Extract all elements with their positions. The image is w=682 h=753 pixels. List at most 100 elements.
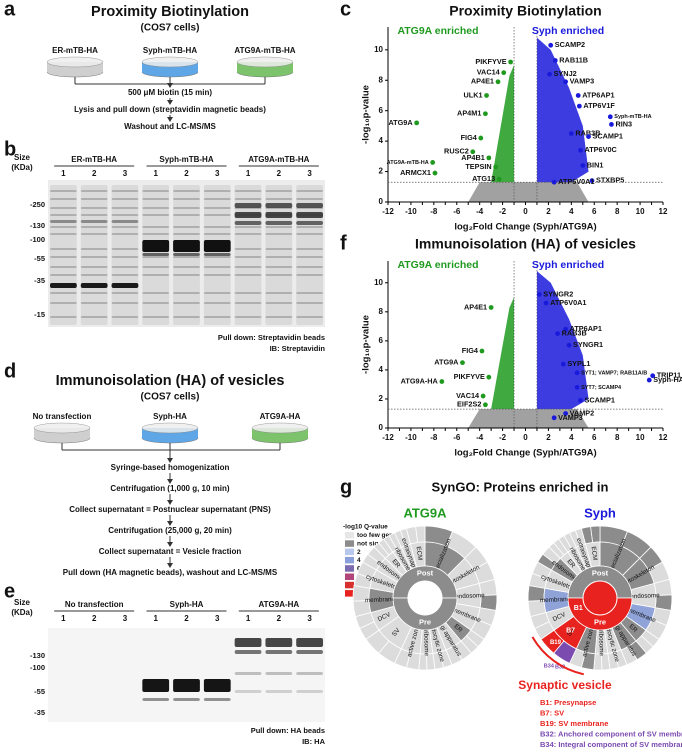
branch-legend: B34: Integral component of SV membrane xyxy=(540,740,682,749)
point-label: VAC14 xyxy=(477,68,501,77)
point xyxy=(578,147,583,153)
point xyxy=(414,120,420,126)
band xyxy=(142,240,170,252)
band xyxy=(142,256,170,258)
sector-label: ER xyxy=(452,623,464,634)
y-tick-label: 10 xyxy=(374,278,383,287)
point xyxy=(480,393,486,399)
sector-label: ER xyxy=(390,558,401,570)
legend-swatch xyxy=(345,581,354,589)
band xyxy=(80,256,108,258)
point xyxy=(432,170,438,176)
band xyxy=(80,266,108,268)
point xyxy=(439,379,445,384)
sector-label: ribosome xyxy=(422,630,430,657)
band xyxy=(173,256,200,258)
panel-title: SynGO: Proteins enriched in xyxy=(432,479,609,494)
band xyxy=(234,672,262,675)
band xyxy=(203,190,231,192)
protocol-step: Collect supernatant = Postnuclear supern… xyxy=(69,505,271,514)
branch-label: B32 xyxy=(555,665,565,671)
point-label: ATG13 xyxy=(472,174,495,183)
band xyxy=(265,266,293,268)
band xyxy=(296,198,323,200)
protocol-step: Lysis and pull down (streptavidin magnet… xyxy=(74,105,266,114)
group-label: ATG9A-HA xyxy=(258,600,299,609)
point xyxy=(482,111,488,117)
band xyxy=(111,198,139,200)
point-label: PIKFYVE xyxy=(475,57,506,66)
band xyxy=(80,214,108,216)
point-label: VAC14 xyxy=(456,391,480,400)
legend-title: -log10 Q-value xyxy=(343,524,388,531)
band xyxy=(296,672,323,675)
lane-label: 2 xyxy=(184,169,189,178)
point xyxy=(552,58,558,63)
band xyxy=(80,233,108,235)
dish-label: Syph-mTB-HA xyxy=(143,46,197,55)
point xyxy=(488,305,494,310)
branch-label: B1 xyxy=(574,605,583,612)
point xyxy=(574,370,580,376)
point xyxy=(551,415,557,421)
band xyxy=(111,316,139,318)
point-label: RAB11B xyxy=(559,55,588,64)
branch-legend: B32: Anchored component of SV membrane xyxy=(540,729,682,738)
band xyxy=(173,316,200,318)
sector-label: ECM xyxy=(590,546,599,561)
point-label: ATG9A-HA xyxy=(401,376,439,385)
band xyxy=(265,316,293,318)
y-tick-label: 4 xyxy=(379,136,384,145)
legend-label: 2 xyxy=(357,549,361,556)
band xyxy=(265,638,293,647)
band xyxy=(265,203,293,208)
band xyxy=(50,256,77,258)
band xyxy=(265,690,293,693)
sector-label: membrane xyxy=(540,596,571,604)
band xyxy=(203,274,231,276)
point-label: RAB3B xyxy=(575,128,600,137)
y-tick-label: 8 xyxy=(379,75,384,84)
lane-label: 2 xyxy=(92,169,97,178)
point-label: SYNGR1 xyxy=(573,340,603,349)
x-tick-label: 6 xyxy=(592,207,597,216)
panel-letter: d xyxy=(4,360,16,382)
size-label: Size xyxy=(14,598,31,607)
band xyxy=(50,292,77,294)
band xyxy=(142,207,170,209)
protocol-step: Collect supernatant = Vesicle fraction xyxy=(99,547,242,556)
band xyxy=(203,240,231,252)
y-axis-label: -log₁₀p-value xyxy=(361,85,372,144)
band xyxy=(203,316,231,318)
panel-title: Proximity Biotinylation xyxy=(91,4,249,20)
sector-label: SV xyxy=(391,627,402,639)
x-axis-label: log₂Fold Change (Syph/ATG9A) xyxy=(454,222,596,233)
callout: Synaptic vesicle xyxy=(518,678,612,692)
band xyxy=(111,266,139,268)
size-unit: (KDa) xyxy=(11,608,33,617)
sunburst-outer xyxy=(590,525,601,543)
protocol-step: Centrifugation (25,000 g, 20 min) xyxy=(108,526,232,535)
lane-label: 3 xyxy=(307,614,312,623)
band xyxy=(234,690,262,693)
band xyxy=(203,698,231,701)
y-tick-label: 2 xyxy=(379,394,384,403)
x-tick-label: -10 xyxy=(405,207,417,216)
point-label: SCAMP2 xyxy=(555,40,585,49)
sunburst-title: Syph xyxy=(584,505,616,520)
point xyxy=(486,374,492,380)
post-label: Post xyxy=(592,568,609,577)
band xyxy=(142,190,170,192)
band xyxy=(173,198,200,200)
sector-label: SV xyxy=(566,627,577,639)
band xyxy=(234,266,262,268)
point xyxy=(470,149,476,155)
band xyxy=(203,233,231,235)
band xyxy=(50,190,77,192)
band xyxy=(50,302,77,304)
protocol-step: Pull down (HA magnetic beads), washout a… xyxy=(63,568,278,577)
point-label: ATP6V1F xyxy=(583,101,615,110)
band xyxy=(111,190,139,192)
band xyxy=(234,198,262,200)
lane-label: 1 xyxy=(246,169,251,178)
